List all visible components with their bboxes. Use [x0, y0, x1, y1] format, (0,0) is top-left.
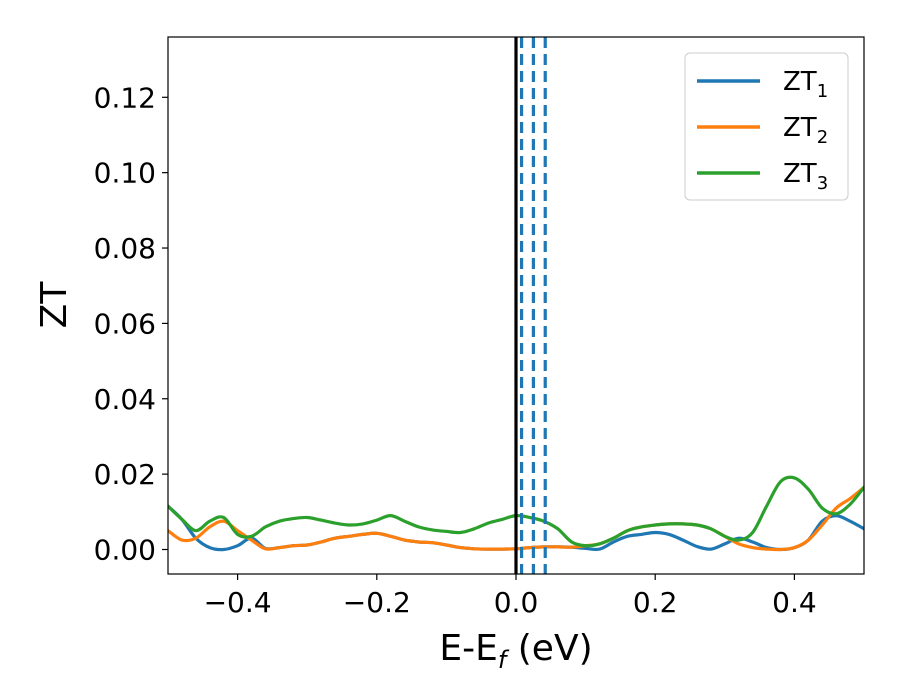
legend-box — [684, 52, 849, 201]
y-tick-label: 0.10 — [94, 157, 156, 190]
y-axis-title: ZT — [34, 281, 75, 329]
y-tick-label: 0.02 — [94, 458, 156, 491]
y-tick-label: 0.12 — [94, 81, 156, 114]
legend-label-zt1: ZT1 — [783, 67, 828, 102]
x-tick-label: 0.0 — [494, 586, 539, 619]
y-tick-label: 0.06 — [94, 307, 156, 340]
y-tick-label: 0.04 — [94, 383, 156, 416]
legend: ZT1 ZT2 ZT3 — [684, 52, 849, 201]
x-tick-label: 0.4 — [772, 586, 817, 619]
x-axis-title: E-Ef (eV) — [439, 628, 592, 674]
legend-label-zt2: ZT2 — [783, 113, 828, 148]
legend-label-zt3: ZT3 — [783, 159, 828, 194]
x-tick-label: −0.2 — [343, 586, 411, 619]
y-tick-label: 0.00 — [94, 534, 156, 567]
y-tick-label: 0.08 — [94, 232, 156, 265]
plot-frame — [167, 36, 865, 575]
x-tick-label: 0.2 — [633, 586, 678, 619]
x-tick-label: −0.4 — [204, 586, 272, 619]
